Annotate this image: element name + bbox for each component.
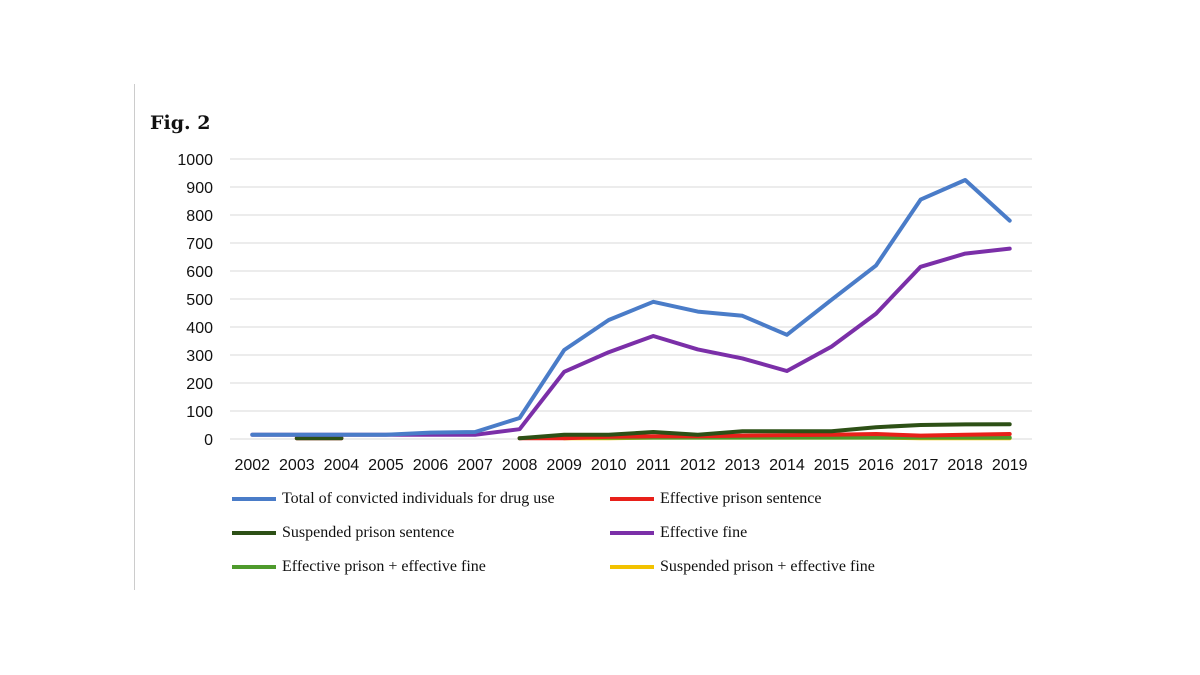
series-line-1	[517, 432, 1012, 441]
x-tick-label: 2006	[413, 457, 449, 474]
legend-label-effective-fine: Effective fine	[660, 524, 748, 541]
legend-label-suspended-plus-fine: Suspended prison + effective fine	[660, 558, 875, 575]
legend-item-effective-prison: Effective prison sentence	[610, 490, 821, 508]
y-tick-label: 1000	[177, 152, 213, 169]
y-tick-label: 300	[186, 348, 213, 365]
legend-label-total: Total of convicted individuals for drug …	[282, 490, 555, 507]
y-tick-label: 100	[186, 404, 213, 421]
x-tick-label: 2009	[546, 457, 582, 474]
x-tick-label: 2007	[457, 457, 493, 474]
series-lines	[250, 178, 1012, 441]
y-tick-label: 700	[186, 236, 213, 253]
x-tick-label: 2002	[234, 457, 270, 474]
legend-swatch-total	[232, 497, 276, 501]
legend-item-prison-plus-fine: Effective prison + effective fine	[232, 558, 486, 576]
y-tick-label: 800	[186, 208, 213, 225]
y-tick-label: 500	[186, 292, 213, 309]
y-tick-label: 200	[186, 376, 213, 393]
series-line-2	[517, 422, 1012, 441]
x-tick-label: 2013	[725, 457, 761, 474]
legend-label-suspended-prison: Suspended prison sentence	[282, 524, 455, 541]
y-axis-ticks: 0 100 200 300 400 500 600 700 800 900 1000	[177, 152, 213, 449]
x-tick-label: 2019	[992, 457, 1028, 474]
x-tick-label: 2004	[324, 457, 360, 474]
legend-swatch-suspended-prison	[232, 531, 276, 535]
y-tick-label: 400	[186, 320, 213, 337]
legend-swatch-suspended-plus-fine	[610, 565, 654, 569]
x-tick-label: 2014	[769, 457, 805, 474]
x-tick-label: 2010	[591, 457, 627, 474]
x-tick-label: 2005	[368, 457, 404, 474]
grid-lines	[230, 158, 1032, 440]
legend-item-total: Total of convicted individuals for drug …	[232, 490, 555, 508]
y-tick-label: 0	[204, 432, 213, 449]
series-line-3	[250, 246, 1012, 437]
legend-item-suspended-prison: Suspended prison sentence	[232, 524, 454, 542]
legend-label-prison-plus-fine: Effective prison + effective fine	[282, 558, 486, 575]
y-tick-label: 900	[186, 180, 213, 197]
x-tick-label: 2017	[903, 457, 939, 474]
x-tick-label: 2012	[680, 457, 716, 474]
legend-swatch-effective-fine	[610, 531, 654, 535]
figure-label: Fig. 2	[150, 112, 211, 134]
x-axis-ticks: 2002 2003 2004 2005 2006 2007 2008 2009 2010 2011…	[234, 457, 1027, 474]
x-tick-label: 2008	[502, 457, 538, 474]
legend-item-effective-fine: Effective fine	[610, 524, 747, 542]
x-tick-label: 2016	[858, 457, 894, 474]
x-tick-label: 2015	[814, 457, 850, 474]
x-tick-label: 2011	[636, 457, 671, 474]
legend-swatch-effective-prison	[610, 497, 654, 501]
legend-item-suspended-plus-fine: Suspended prison + effective fine	[610, 558, 875, 576]
legend-swatch-prison-plus-fine	[232, 565, 276, 569]
legend-label-effective-prison: Effective prison sentence	[660, 490, 822, 507]
y-tick-label: 600	[186, 264, 213, 281]
series-line-0	[250, 178, 1012, 437]
page-left-rule	[134, 84, 135, 590]
x-tick-label: 2018	[947, 457, 983, 474]
x-tick-label: 2003	[279, 457, 315, 474]
